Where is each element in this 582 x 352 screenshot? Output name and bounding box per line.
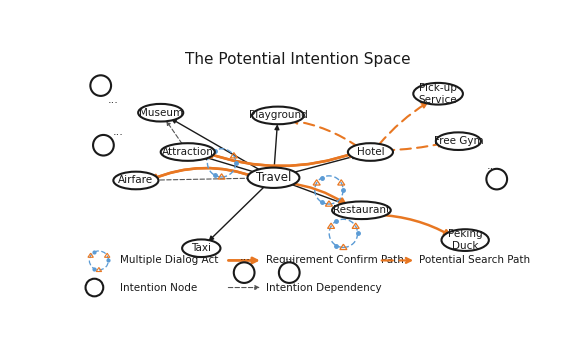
Text: ...: ... [240, 252, 250, 262]
Text: Multiple Dialog Act: Multiple Dialog Act [120, 256, 218, 265]
Ellipse shape [86, 279, 103, 296]
Text: Requirement Confirm Path: Requirement Confirm Path [266, 256, 404, 265]
Text: Free Gym: Free Gym [434, 136, 483, 146]
Text: Peking
Duck: Peking Duck [448, 229, 482, 251]
Ellipse shape [487, 169, 507, 189]
Ellipse shape [348, 143, 393, 161]
Text: Attraction: Attraction [162, 147, 214, 157]
Ellipse shape [161, 143, 215, 161]
Text: Pick-up
Service: Pick-up Service [419, 83, 457, 105]
Ellipse shape [279, 262, 300, 283]
Ellipse shape [442, 229, 489, 251]
Ellipse shape [90, 75, 111, 96]
Text: The Potential Intention Space: The Potential Intention Space [186, 52, 411, 67]
Ellipse shape [138, 104, 183, 121]
Ellipse shape [234, 262, 254, 283]
Ellipse shape [436, 132, 481, 150]
Text: Museum: Museum [139, 108, 183, 118]
Text: Intention Dependency: Intention Dependency [266, 283, 381, 293]
Text: Restaurant: Restaurant [333, 205, 390, 215]
Text: Taxi: Taxi [191, 243, 211, 253]
Text: Travel: Travel [255, 171, 291, 184]
Text: Airfare: Airfare [118, 175, 154, 186]
Text: Intention Node: Intention Node [120, 283, 197, 293]
Ellipse shape [182, 239, 221, 257]
Text: Playground: Playground [249, 111, 307, 120]
Ellipse shape [413, 83, 463, 105]
Text: Potential Search Path: Potential Search Path [419, 256, 530, 265]
Ellipse shape [247, 168, 299, 188]
Text: Hotel: Hotel [357, 147, 384, 157]
Ellipse shape [93, 135, 114, 156]
Ellipse shape [252, 107, 304, 124]
Text: ...: ... [108, 95, 119, 105]
Text: ...: ... [487, 161, 498, 171]
Ellipse shape [113, 172, 158, 189]
Ellipse shape [332, 201, 391, 219]
Text: ...: ... [112, 127, 123, 137]
Text: ...: ... [285, 252, 296, 262]
